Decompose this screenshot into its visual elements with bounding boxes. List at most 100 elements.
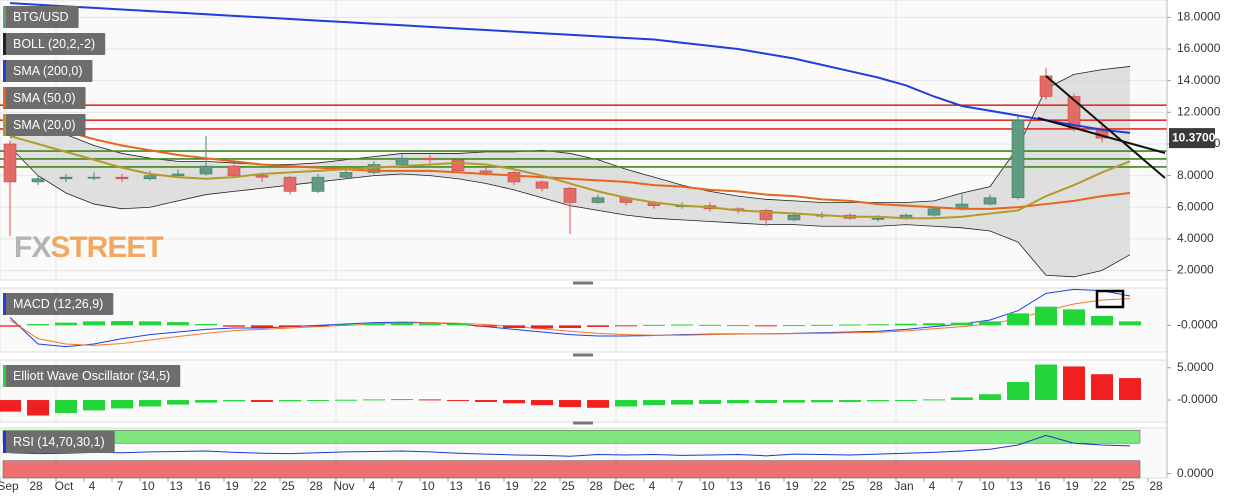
histogram-bar [979, 394, 1001, 401]
histogram-bar [167, 322, 189, 326]
histogram-bar [223, 400, 245, 402]
histogram-bar [615, 325, 637, 327]
x-tick-label: 4 [649, 479, 656, 493]
candle-body [1011, 119, 1025, 199]
bollinger-upper [9, 66, 1131, 203]
histogram-bar [1035, 364, 1057, 401]
histogram-bar [363, 323, 385, 326]
histogram-bar [951, 322, 973, 326]
histogram-bar [391, 399, 413, 401]
histogram-bar [363, 399, 385, 401]
y-tick-label: -0.0000 [1177, 318, 1218, 332]
legend-box [3, 431, 115, 453]
legend-label: SMA (50,0) [13, 91, 76, 105]
candle-body [115, 176, 129, 180]
histogram-bar [251, 325, 273, 328]
histogram-bar [1119, 321, 1141, 326]
y-tick-label: 2.0000 [1177, 263, 1214, 277]
candle-body [507, 172, 521, 183]
histogram-bar [531, 325, 553, 329]
candle-body [983, 197, 997, 205]
y-tick-label: 8.0000 [1177, 168, 1214, 182]
histogram-bar [727, 325, 749, 327]
x-tick-label: 7 [397, 479, 404, 493]
histogram-bar [139, 400, 161, 407]
histogram-bar [195, 324, 217, 326]
legend-box [3, 33, 106, 55]
x-tick-label: 4 [89, 479, 96, 493]
histogram-bar [335, 399, 357, 401]
histogram-bar [447, 400, 469, 402]
histogram-bar [503, 325, 525, 328]
histogram-bar [307, 325, 329, 327]
histogram-bar [559, 325, 581, 328]
legend-swatch [3, 87, 6, 109]
histogram-bar [1091, 374, 1113, 401]
histogram-bar [587, 400, 609, 408]
histogram-bar [139, 321, 161, 326]
histogram-bar [279, 325, 301, 327]
panel-background [0, 287, 1168, 353]
x-tick-label: Oct [55, 479, 74, 493]
indicator-line [9, 298, 1131, 346]
histogram-bar [475, 325, 497, 327]
histogram-bar [0, 325, 21, 327]
histogram-bar [279, 400, 301, 402]
histogram-bar [447, 324, 469, 326]
histogram-bar [643, 400, 665, 406]
candle-body [227, 165, 241, 176]
legend-swatch [3, 60, 6, 82]
x-tick-label: 7 [957, 479, 964, 493]
x-tick-label: 13 [449, 479, 463, 493]
x-tick-label: 13 [1009, 479, 1023, 493]
legend-label: SMA (200,0) [13, 64, 82, 78]
y-tick-label: 0.0000 [1177, 466, 1214, 480]
histogram-bar [1007, 381, 1029, 401]
x-tick-label: 13 [729, 479, 743, 493]
histogram-bar [755, 325, 777, 327]
x-tick-label: 25 [841, 479, 855, 493]
legend-box [3, 114, 86, 136]
histogram-bar [699, 324, 721, 326]
histogram-bar [755, 400, 777, 403]
last-price-label: 10.3700 [1172, 130, 1216, 144]
x-tick-label: 10 [141, 479, 155, 493]
candle-body [871, 218, 885, 220]
x-tick-label: 28 [869, 479, 883, 493]
x-tick-label: 19 [1065, 479, 1079, 493]
histogram-bar [1063, 309, 1085, 326]
candle-body [451, 159, 465, 172]
histogram-bar [839, 400, 861, 402]
rsi-line [9, 434, 1131, 457]
legend-swatch [3, 114, 6, 136]
histogram-bar [811, 324, 833, 326]
legend-swatch [3, 431, 6, 453]
candle-body [591, 197, 605, 203]
y-tick-label: 14.0000 [1177, 73, 1221, 87]
histogram-bar [587, 325, 609, 327]
x-tick-label: 25 [281, 479, 295, 493]
legend-label: SMA (20,0) [13, 118, 76, 132]
candle-body [311, 176, 325, 192]
legend-swatch [3, 293, 6, 315]
candle-body [171, 173, 185, 176]
candle-body [339, 172, 353, 178]
x-tick-label: 19 [505, 479, 519, 493]
legend-box [3, 60, 93, 82]
x-tick-label: 19 [225, 479, 239, 493]
last-price-box [1169, 128, 1215, 149]
candle-body [563, 187, 577, 203]
candle-body [927, 208, 941, 216]
histogram-bar [839, 324, 861, 326]
x-tick-label: Sep [0, 479, 19, 493]
legend-box [3, 6, 79, 28]
x-tick-label: 22 [533, 479, 547, 493]
candle-body [423, 157, 437, 161]
histogram-bar [83, 400, 105, 411]
histogram-bar [27, 400, 49, 416]
legend-box [3, 293, 114, 315]
histogram-bar [559, 400, 581, 408]
x-tick-label: 22 [813, 479, 827, 493]
histogram-bar [419, 399, 441, 401]
